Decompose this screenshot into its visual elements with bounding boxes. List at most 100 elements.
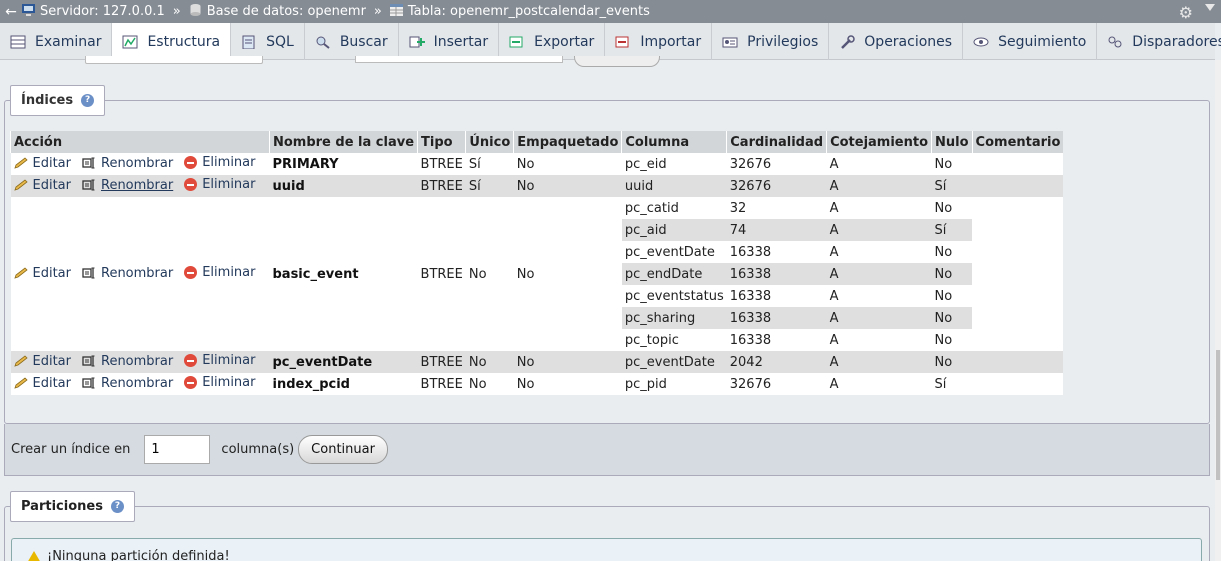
comment (972, 329, 1064, 351)
nullable: No (931, 351, 973, 373)
table-row: Editar Renombrar Eliminar pc_eventDate BTREE… (10, 351, 1064, 373)
index-column: pc_aid (621, 219, 727, 241)
collation: A (826, 219, 932, 241)
drop-link[interactable]: Eliminar (184, 177, 255, 192)
nullable: No (931, 307, 973, 329)
nullable: No (931, 197, 973, 219)
rename-link[interactable]: Renombrar (82, 376, 173, 391)
table-icon (389, 4, 403, 16)
tab-browse[interactable]: Examinar (0, 23, 113, 60)
tab-sql[interactable]: SQL (231, 23, 305, 60)
column-count-input[interactable] (144, 435, 211, 464)
edit-link[interactable]: Editar (13, 376, 71, 391)
row-actions: Editar Renombrar Eliminar (10, 351, 270, 373)
breadcrumb-server[interactable]: Servidor: 127.0.0.1 (22, 4, 165, 19)
export-icon (509, 36, 523, 47)
tab-insert[interactable]: Insertar (399, 23, 500, 60)
index-column: pc_eventDate (621, 241, 727, 263)
server-icon (22, 4, 35, 16)
browse-icon (10, 35, 26, 48)
rename-icon (82, 267, 95, 279)
edit-pencil-icon (13, 157, 28, 169)
tab-structure[interactable]: Estructura (112, 23, 232, 61)
tab-label: Examinar (35, 33, 102, 50)
table-row: Editar Renombrar Eliminar index_pcid BTREE No… (10, 373, 1064, 395)
collapse-arrow-icon[interactable] (1205, 4, 1215, 11)
import-icon (615, 36, 629, 47)
tab-label: Disparadores (1132, 33, 1221, 50)
breadcrumb-separator: » (172, 4, 181, 19)
breadcrumb-database[interactable]: Base de datos: openemr (189, 4, 366, 19)
cardinality: 32676 (726, 373, 827, 395)
nullable: No (931, 153, 973, 175)
tab-import[interactable]: Importar (605, 23, 713, 60)
drop-link[interactable]: Eliminar (184, 375, 255, 390)
scrollbar[interactable] (1215, 60, 1221, 561)
collation: A (826, 307, 932, 329)
drop-link[interactable]: Eliminar (184, 265, 255, 280)
rename-link[interactable]: Renombrar (82, 178, 173, 193)
index-type: BTREE (417, 197, 466, 351)
database-icon (190, 4, 201, 16)
tab-export[interactable]: Exportar (499, 23, 606, 60)
index-column: pc_catid (621, 197, 727, 219)
indexes-legend: Índices? (10, 85, 106, 116)
column-header: Único (465, 131, 514, 153)
help-icon[interactable]: ? (81, 94, 95, 107)
partitions-legend: Particiones? (10, 491, 135, 522)
row-actions: Editar Renombrar Eliminar (10, 197, 270, 351)
rename-link[interactable]: Renombrar (82, 266, 173, 281)
table-row: Editar Renombrar Eliminar PRIMARY BTREE Sí No p… (10, 153, 1064, 175)
back-arrow-icon[interactable]: ← (5, 3, 17, 20)
tab-tracking[interactable]: Seguimiento (963, 23, 1098, 60)
edit-link[interactable]: Editar (13, 178, 71, 193)
table-row: pc_topic 16338 A No (11, 329, 1064, 351)
collation: A (826, 153, 932, 175)
table-row: pc_endDate 16338 A No (11, 263, 1064, 285)
triggers-icon (1108, 36, 1122, 47)
comment (972, 373, 1064, 395)
table-row: pc_eventDate 16338 A No (11, 241, 1064, 263)
index-type: BTREE (417, 373, 466, 395)
tab-search[interactable]: Buscar (305, 23, 399, 60)
cardinality: 32676 (726, 175, 827, 197)
edit-link[interactable]: Editar (13, 266, 71, 281)
cardinality: 32 (726, 197, 827, 219)
comment (972, 175, 1064, 197)
rename-link[interactable]: Renombrar (82, 354, 173, 369)
tab-operations[interactable]: Operaciones (829, 23, 964, 60)
columns-label: columna(s) (221, 442, 295, 457)
tab-label: Insertar (433, 33, 489, 50)
comment (972, 153, 1064, 175)
breadcrumb-table[interactable]: Tabla: openemr_postcalendar_events (389, 4, 650, 19)
help-icon[interactable]: ? (110, 500, 124, 513)
drop-link[interactable]: Eliminar (184, 155, 255, 170)
tab-label: Estructura (147, 34, 221, 50)
rename-icon (82, 355, 95, 367)
partial-button (574, 56, 660, 67)
collation: A (826, 285, 932, 307)
nullable: Sí (931, 373, 973, 395)
tab-privileges[interactable]: Privilegios (712, 23, 830, 60)
delete-icon (184, 178, 198, 191)
index-column: pc_sharing (621, 307, 727, 329)
column-header: Nombre de la clave (268, 131, 418, 153)
edit-link[interactable]: Editar (13, 156, 71, 171)
settings-gear-icon[interactable]: ⚙ (1178, 3, 1193, 22)
partial-field (85, 56, 263, 64)
edit-link[interactable]: Editar (13, 354, 71, 369)
no-partitions-notice: ¡Ninguna partición definida! (11, 538, 1202, 561)
key-name: pc_eventDate (269, 351, 418, 373)
table-row: pc_sharing 16338 A No (11, 307, 1064, 329)
tab-triggers[interactable]: Disparadores (1097, 23, 1221, 60)
breadcrumb: ← Servidor: 127.0.0.1 » Base de datos: o… (0, 0, 1221, 23)
index-column: pc_topic (621, 329, 727, 351)
rename-link[interactable]: Renombrar (82, 156, 173, 171)
key-name: basic_event (269, 197, 418, 351)
notice-text: ¡Ninguna partición definida! (47, 549, 230, 561)
partitions-fieldset (4, 506, 1210, 561)
drop-link[interactable]: Eliminar (184, 353, 255, 368)
continue-button[interactable]: Continuar (298, 435, 388, 464)
scrollbar-thumb[interactable] (1216, 350, 1220, 480)
key-name: uuid (269, 175, 418, 197)
